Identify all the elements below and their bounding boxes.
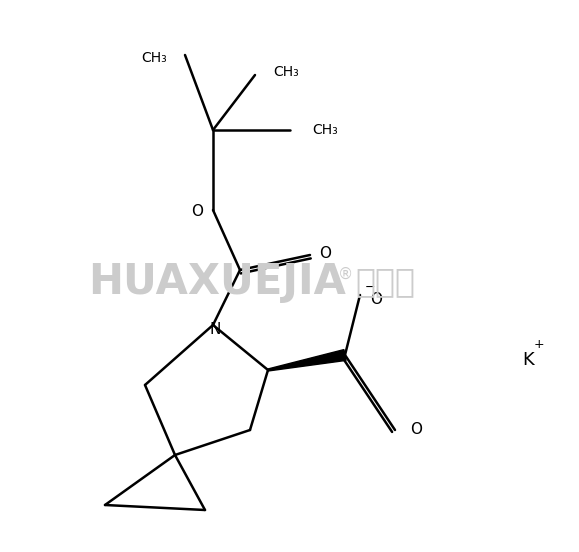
Text: O: O [319, 246, 331, 261]
Text: K: K [522, 351, 534, 369]
Text: ®: ® [338, 267, 353, 282]
Text: CH₃: CH₃ [273, 65, 299, 79]
Text: O: O [370, 291, 382, 306]
Text: +: + [534, 338, 545, 352]
Text: O: O [410, 422, 422, 438]
Text: CH₃: CH₃ [141, 51, 167, 65]
Text: −: − [365, 280, 376, 294]
Text: 化学加: 化学加 [355, 266, 415, 299]
Text: N: N [210, 321, 221, 337]
Text: HUAXUEJIA: HUAXUEJIA [88, 261, 346, 303]
Text: O: O [191, 204, 203, 220]
Text: CH₃: CH₃ [312, 123, 338, 137]
Polygon shape [268, 349, 346, 371]
